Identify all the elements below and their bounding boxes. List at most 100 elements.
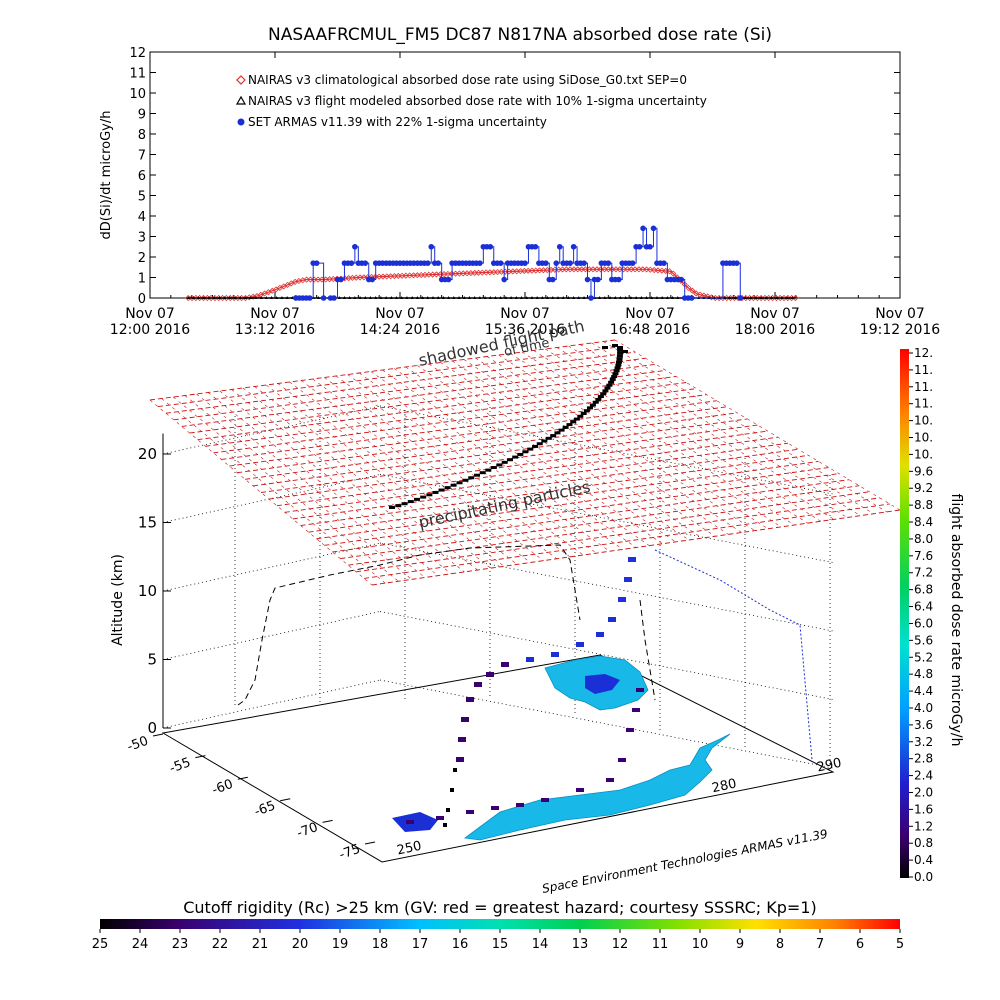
armas-point — [477, 260, 483, 266]
nairas-flight-point — [186, 296, 190, 299]
nairas-flight-point — [749, 296, 753, 299]
shadow-path-point — [616, 354, 623, 358]
shadow-path-point — [592, 400, 599, 404]
y-tick-label: 3 — [138, 231, 146, 246]
rigidity-colorbar-tick-label: 9 — [736, 937, 744, 952]
lat-tick-mark — [152, 733, 164, 737]
z-grid-line — [162, 679, 381, 729]
nairas-flight-point — [671, 296, 675, 299]
flight-path-point — [461, 717, 469, 722]
plane-grid-line — [568, 345, 848, 518]
shadow-path-point — [456, 481, 463, 485]
lat-tick-label: -75 — [337, 842, 362, 863]
nairas-flight-point — [582, 296, 586, 299]
lat-tick-label: -70 — [295, 820, 320, 841]
dose-rate-colorbar-label: flight absorbed dose rate microGy/h — [948, 494, 964, 747]
nairas-flight-point — [551, 296, 555, 299]
plane-grid-line — [253, 418, 748, 487]
map-region-small — [392, 812, 438, 832]
shadow-path-point — [474, 473, 481, 477]
nairas-clim-point — [639, 266, 646, 273]
nairas-flight-point — [504, 296, 508, 299]
dose-colorbar-tick-label: 8.8 — [914, 498, 933, 512]
figure-title: NASAAFRCMUL_FM5 DC87 N817NA absorbed dos… — [268, 25, 772, 45]
rigidity-colorbar-tick-label: 15 — [492, 937, 509, 952]
nairas-flight-point — [426, 296, 430, 299]
plane-grid-line — [207, 392, 439, 576]
shadow-path-point — [407, 500, 414, 504]
dose-colorbar-tick-label: 0.0 — [914, 870, 933, 884]
shadow-path-point — [583, 409, 590, 413]
rigidity-colorbar-tick-label: 6 — [856, 937, 864, 952]
nairas-flight-point — [650, 296, 654, 299]
shadow-path-point — [536, 442, 543, 446]
armas-point — [501, 276, 507, 283]
armas-point — [369, 276, 376, 283]
3d-grid: 05101520-50-55-60-65-70-7525026027028029… — [125, 405, 843, 863]
rigidity-colorbar-tick-label: 14 — [532, 937, 549, 952]
dose-colorbar-tick-label: 2.4 — [914, 769, 933, 783]
armas-point — [605, 260, 612, 266]
shadow-path-point — [517, 452, 524, 456]
legend-label: NAIRAS v3 climatological absorbed dose r… — [248, 73, 687, 87]
nairas-flight-point — [655, 296, 659, 299]
shadow-path-point — [602, 346, 608, 349]
lat-tick-label: -55 — [168, 755, 193, 776]
nairas-flight-point — [743, 296, 747, 299]
legend-label: SET ARMAS v11.39 with 22% 1-sigma uncert… — [248, 115, 547, 129]
plane-grid-line — [149, 399, 373, 586]
plane-grid-line — [300, 454, 809, 526]
nairas-clim-point — [658, 267, 665, 274]
flight-path-point — [466, 810, 474, 814]
nairas-flight-point — [400, 296, 404, 299]
lon-tick-label: 250 — [396, 839, 423, 859]
lat-tick-label: -60 — [210, 777, 235, 798]
credit-text: Space Environment Technologies ARMAS v11… — [541, 827, 829, 896]
dose-colorbar-tick-label: 12. — [914, 346, 933, 360]
nairas-flight-point — [238, 296, 242, 299]
wall-projection — [237, 544, 581, 706]
flight-path-point — [618, 597, 626, 602]
nairas-flight-point — [572, 296, 576, 299]
plane-grid-line — [486, 356, 755, 531]
dose-colorbar-tick-label: 11. — [914, 380, 933, 394]
dose-rate-colorbar: 12. 11. 11. 11. 10. 10. 10. 9.6 9.2 8.8 8.4 8.0 7.6 7… — [900, 346, 964, 884]
plane-grid-line — [157, 345, 626, 408]
flight-path-point — [626, 728, 634, 732]
armas-point — [497, 260, 504, 266]
armas-point — [445, 276, 452, 283]
dose-colorbar-tick-label: 1.6 — [914, 802, 933, 816]
dose-colorbar-tick-label: 10. — [914, 431, 933, 445]
rigidity-colorbar-tick-label: 13 — [572, 937, 589, 952]
nairas-clim-point — [647, 266, 654, 273]
shadow-path-point — [586, 406, 593, 410]
nairas-clim-point — [696, 291, 704, 298]
plane-grid-line — [213, 388, 697, 454]
shadow-path-point — [597, 395, 604, 399]
nairas-flight-point — [733, 296, 737, 299]
cutoff-rigidity-map — [392, 655, 731, 841]
plane-grid-line — [370, 371, 623, 550]
nairas-flight-point — [566, 296, 570, 299]
shadow-path-point — [522, 450, 529, 454]
nairas-clim-point — [670, 270, 677, 277]
floor-shadow-point — [443, 823, 447, 827]
shadow-path-point — [532, 444, 539, 448]
rigidity-colorbar-tick-label: 18 — [372, 937, 389, 952]
armas-point — [313, 260, 320, 266]
armas-point — [556, 243, 563, 250]
dose-colorbar-tick-label: 9.2 — [914, 481, 933, 495]
plane-grid-line — [347, 374, 597, 554]
y-tick-label: 9 — [138, 108, 146, 123]
flight-path-point — [436, 816, 444, 820]
nairas-flight-point — [447, 296, 451, 299]
dose-colorbar-tick-label: 7.2 — [914, 566, 933, 580]
shadow-path-point — [573, 417, 580, 421]
nairas-flight-point — [233, 296, 237, 299]
z-grid-line — [379, 542, 834, 632]
plane-grid-line — [428, 363, 689, 541]
plane-grid-line — [289, 381, 531, 563]
nairas-clim-point — [708, 294, 715, 301]
armas-point — [553, 260, 560, 266]
armas-point — [435, 260, 441, 266]
